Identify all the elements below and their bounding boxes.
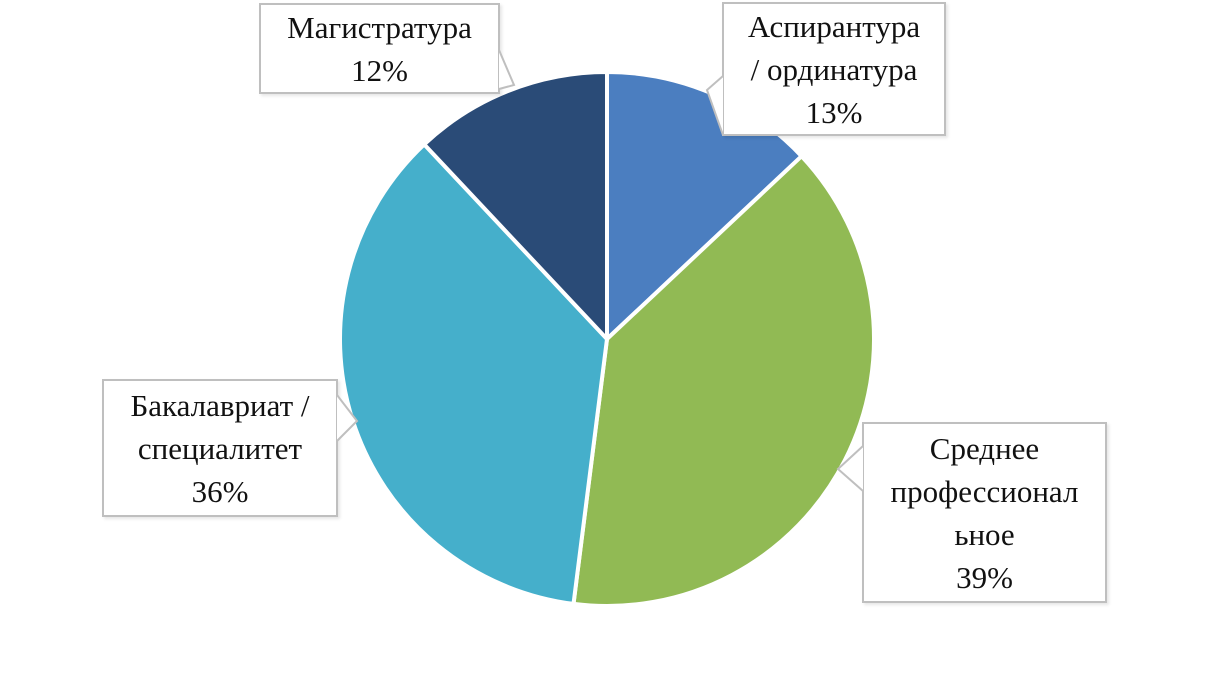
callout-aspirantura-ordinatura: Аспирантура / ординатура 13% [722,2,946,136]
callout-label-srednee-professionalnoe: Среднее профессионал ьное 39% [890,430,1079,595]
callout-magistratura: Магистратура 12% [259,3,500,94]
callout-bakalavriat-specialitet: Бакалавриат / специалитет 36% [102,379,338,517]
callout-label-aspirantura-ordinatura: Аспирантура / ординатура 13% [747,8,921,130]
callout-label-magistratura: Магистратура 12% [287,9,472,88]
pie-slice-magistratura [422,70,609,341]
callout-srednee-professionalnoe: Среднее профессионал ьное 39% [862,422,1107,603]
callout-label-bakalavriat-specialitet: Бакалавриат / специалитет 36% [130,387,310,509]
